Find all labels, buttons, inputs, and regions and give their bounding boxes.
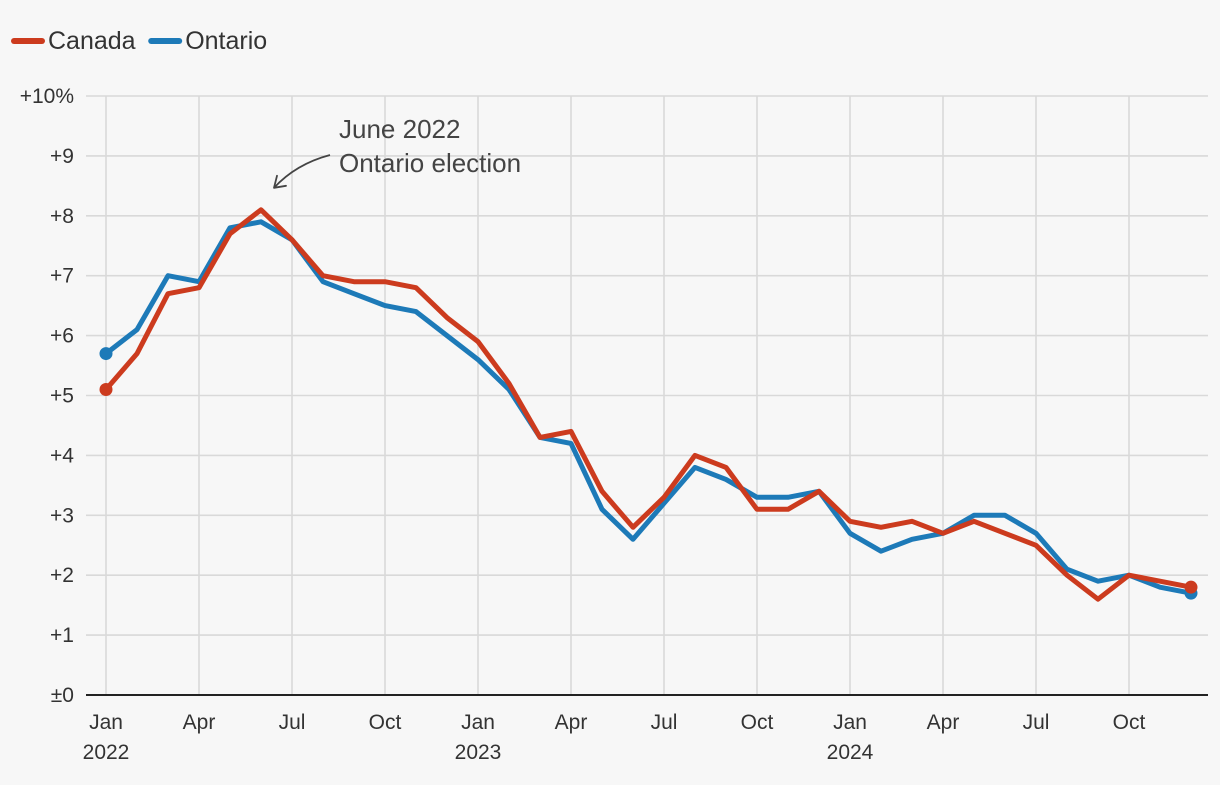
y-tick-label: +3: [50, 504, 74, 527]
x-tick-label: Jul: [1023, 711, 1050, 734]
annotation-text-line: June 2022: [339, 114, 460, 144]
annotation-arrowhead: [273, 174, 287, 189]
y-tick-label: +2: [50, 564, 74, 587]
legend: Canada Ontario: [11, 27, 267, 55]
x-tick-label: Jul: [651, 711, 678, 734]
x-tick-year-label: 2022: [83, 741, 130, 764]
y-tick-label: +1: [50, 624, 74, 647]
x-tick-label: Jan: [89, 711, 123, 734]
x-tick-year-label: 2023: [455, 741, 502, 764]
x-tick-label: Jan: [461, 711, 495, 734]
x-tick-label: Apr: [183, 711, 216, 734]
x-tick-label: Oct: [369, 711, 402, 734]
x-tick-label: Oct: [741, 711, 774, 734]
y-tick-label: +5: [50, 385, 74, 408]
x-tick-label: Apr: [927, 711, 960, 734]
y-tick-label: +6: [50, 325, 74, 348]
x-tick-label: Jan: [833, 711, 867, 734]
annotation-arrow-curve: [273, 154, 331, 189]
canada-end-point: [1184, 580, 1198, 594]
x-tick-label: Oct: [1113, 711, 1146, 734]
x-tick-label: Apr: [555, 711, 588, 734]
series-lines: [99, 207, 1198, 602]
y-tick-label: +10%: [20, 85, 74, 108]
gridlines: [86, 95, 1208, 695]
axes: ±0 +1 +2 +3 +4 +5 +6 +7 +8 +9 +10% Jan 2022 Apr Jul Oct…: [20, 85, 1208, 764]
x-tick-label: Jul: [279, 711, 306, 734]
legend-label-canada: Canada: [48, 27, 136, 55]
canada-line: [103, 207, 1194, 602]
y-tick-label: +9: [50, 145, 74, 168]
y-tick-label: ±0: [51, 684, 74, 707]
legend-label-ontario: Ontario: [185, 27, 267, 55]
annotation: June 2022 Ontario election: [273, 114, 521, 189]
y-tick-label: +8: [50, 205, 74, 228]
canada-start-point: [99, 383, 113, 397]
ontario-start-point: [99, 347, 113, 361]
y-tick-label: +7: [50, 265, 74, 288]
y-tick-label: +4: [50, 444, 74, 467]
x-tick-year-label: 2024: [827, 741, 874, 764]
annotation-text-line: Ontario election: [339, 148, 521, 178]
ontario-line: [103, 219, 1194, 596]
